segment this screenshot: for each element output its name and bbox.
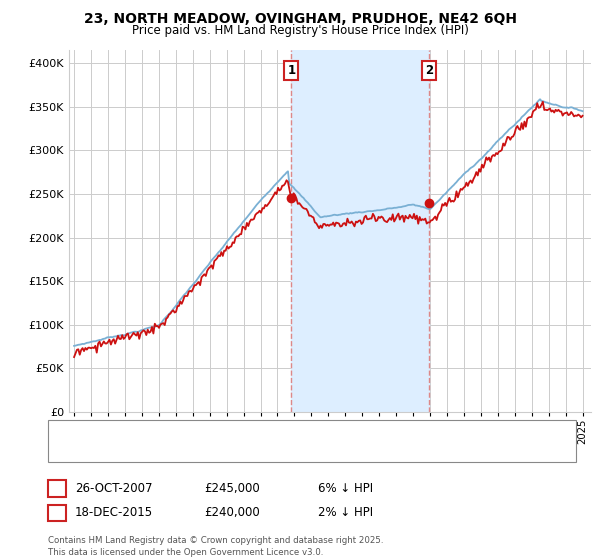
Text: Contains HM Land Registry data © Crown copyright and database right 2025.
This d: Contains HM Land Registry data © Crown c… — [48, 536, 383, 557]
Text: 6% ↓ HPI: 6% ↓ HPI — [318, 482, 373, 496]
Text: HPI: Average price, detached house, Northumberland: HPI: Average price, detached house, Nort… — [99, 445, 378, 455]
Text: 26-OCT-2007: 26-OCT-2007 — [75, 482, 152, 496]
Text: Price paid vs. HM Land Registry's House Price Index (HPI): Price paid vs. HM Land Registry's House … — [131, 24, 469, 36]
Text: 1: 1 — [287, 64, 295, 77]
Text: 23, NORTH MEADOW, OVINGHAM, PRUDHOE, NE42 6QH (detached house): 23, NORTH MEADOW, OVINGHAM, PRUDHOE, NE4… — [99, 427, 485, 437]
Text: £245,000: £245,000 — [204, 482, 260, 496]
Text: 2% ↓ HPI: 2% ↓ HPI — [318, 506, 373, 520]
Text: £240,000: £240,000 — [204, 506, 260, 520]
Text: 2: 2 — [425, 64, 433, 77]
Bar — [292, 50, 430, 412]
Text: 23, NORTH MEADOW, OVINGHAM, PRUDHOE, NE42 6QH: 23, NORTH MEADOW, OVINGHAM, PRUDHOE, NE4… — [83, 12, 517, 26]
Text: 2: 2 — [53, 506, 61, 520]
Text: 18-DEC-2015: 18-DEC-2015 — [75, 506, 153, 520]
Text: 1: 1 — [53, 482, 61, 496]
